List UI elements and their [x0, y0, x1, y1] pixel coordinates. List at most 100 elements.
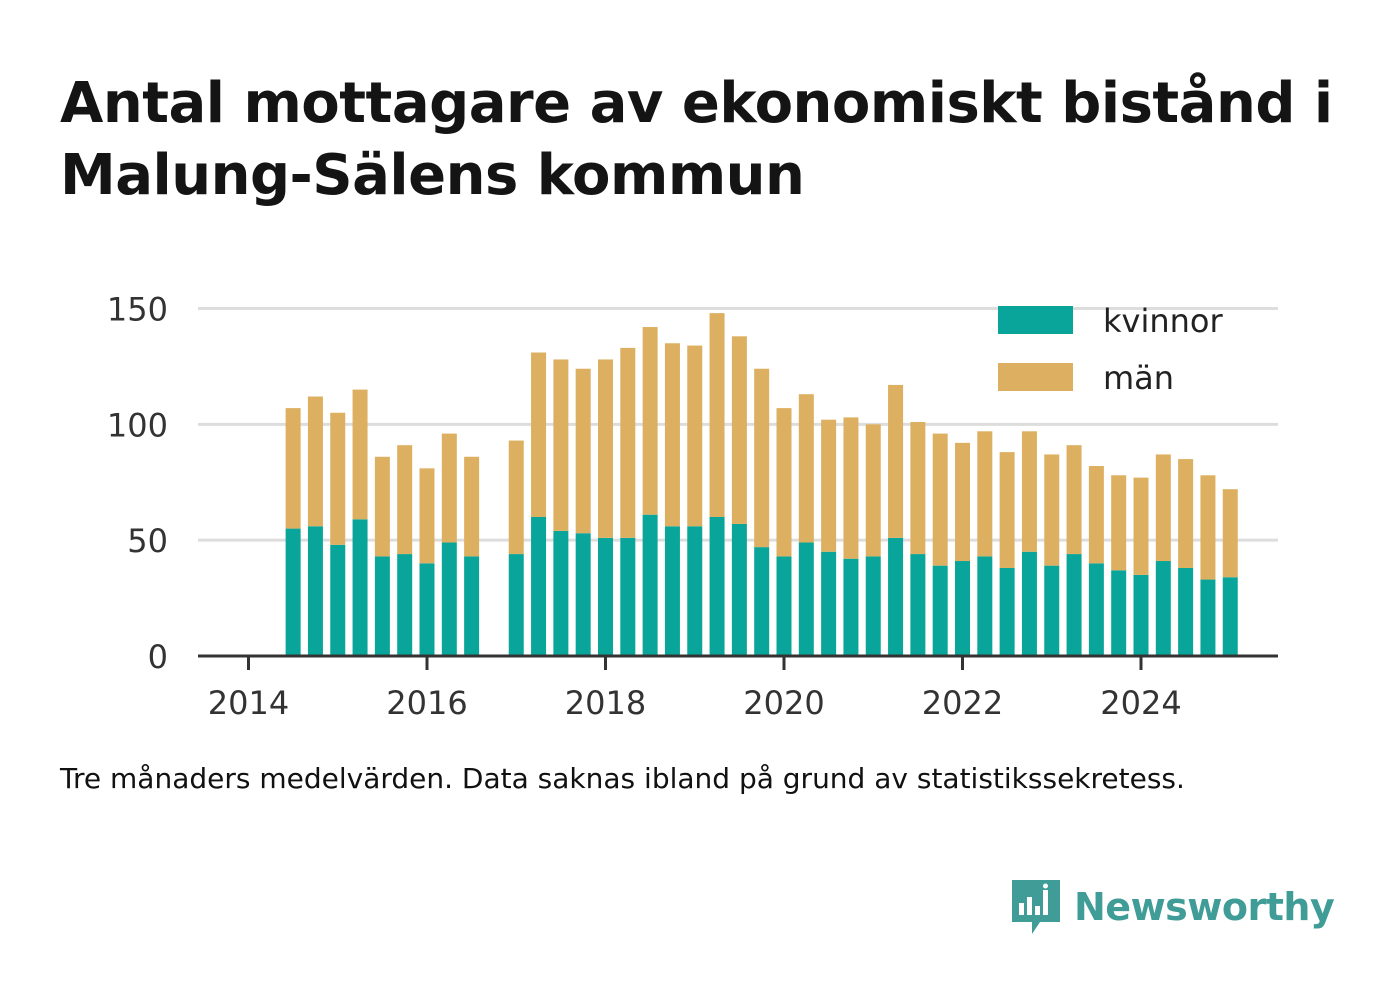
- bar-man: [910, 422, 926, 555]
- bar-kvinnor: [620, 537, 636, 656]
- bar-kvinnor: [464, 556, 480, 656]
- bar-man: [999, 452, 1015, 568]
- y-tick-label: 150: [107, 290, 168, 328]
- bar-kvinnor: [843, 558, 859, 656]
- bar-man: [664, 343, 680, 527]
- bar-kvinnor: [1111, 570, 1127, 656]
- bar-kvinnor: [1200, 579, 1216, 656]
- bar-man: [888, 384, 904, 538]
- bar-man: [1021, 431, 1037, 552]
- bar-kvinnor: [687, 526, 703, 656]
- x-tick-label: 2014: [208, 684, 289, 722]
- bar-man: [352, 389, 368, 520]
- bar-kvinnor: [1155, 561, 1171, 656]
- bar-kvinnor: [709, 516, 725, 656]
- bar-kvinnor: [932, 565, 948, 656]
- bar-kvinnor: [397, 554, 413, 656]
- bar-man: [1088, 466, 1104, 564]
- bar-man: [1044, 454, 1060, 566]
- bar-man: [307, 396, 323, 527]
- bars: [285, 313, 1238, 656]
- bar-man: [798, 394, 814, 543]
- bar-man: [776, 408, 792, 557]
- bar-kvinnor: [419, 563, 435, 656]
- bar-kvinnor: [508, 554, 524, 656]
- bar-kvinnor: [598, 537, 613, 656]
- bar-kvinnor: [955, 561, 970, 656]
- bar-man: [642, 327, 658, 515]
- bar-man: [531, 352, 547, 517]
- bar-kvinnor: [642, 514, 658, 656]
- bar-kvinnor: [754, 547, 770, 656]
- bar-kvinnor: [553, 530, 569, 656]
- bar-kvinnor: [1088, 563, 1104, 656]
- bar-man: [754, 368, 770, 548]
- x-tick-label: 2022: [922, 684, 1003, 722]
- bar-man: [1155, 454, 1171, 562]
- bar-man: [977, 431, 993, 557]
- bar-man: [1133, 477, 1149, 575]
- bar-kvinnor: [1066, 554, 1082, 656]
- bar-kvinnor: [821, 551, 837, 656]
- bar-kvinnor: [352, 519, 368, 656]
- x-tick-label: 2018: [565, 684, 646, 722]
- x-tick-label: 2024: [1100, 684, 1181, 722]
- bar-kvinnor: [285, 528, 301, 656]
- bar-man: [553, 359, 569, 531]
- bar-man: [932, 433, 948, 566]
- y-axis-labels: 0 50 100 150: [107, 290, 168, 676]
- bar-kvinnor: [330, 544, 346, 656]
- x-tick-label: 2020: [743, 684, 824, 722]
- y-tick-label: 50: [127, 522, 168, 560]
- bar-man: [419, 468, 435, 564]
- bar-man: [1178, 459, 1194, 568]
- y-tick-label: 0: [148, 638, 168, 676]
- bar-kvinnor: [1044, 565, 1060, 656]
- brand-name: Newsworthy: [1074, 885, 1335, 929]
- x-axis: 2014 2016 2018 2020 2022 2024: [198, 654, 1278, 722]
- bar-man: [508, 440, 524, 555]
- bar-kvinnor: [307, 526, 323, 656]
- bar-man: [955, 442, 970, 562]
- legend-label-man: män: [1103, 359, 1174, 397]
- legend: kvinnor män: [998, 302, 1224, 397]
- bar-kvinnor: [531, 516, 547, 656]
- bar-man: [575, 368, 591, 534]
- bar-kvinnor: [1178, 567, 1194, 656]
- bar-kvinnor: [910, 554, 926, 656]
- bar-man: [285, 408, 301, 529]
- bar-kvinnor: [441, 542, 457, 656]
- bar-kvinnor: [1222, 577, 1238, 656]
- y-tick-label: 100: [107, 406, 168, 444]
- bar-man: [821, 419, 837, 552]
- bar-kvinnor: [888, 537, 904, 656]
- bar-kvinnor: [1133, 574, 1149, 656]
- footnote: Tre månaders medelvärden. Data saknas ib…: [60, 762, 1185, 795]
- bar-man: [598, 359, 613, 538]
- legend-label-kvinnor: kvinnor: [1103, 302, 1224, 340]
- x-tick-label: 2016: [386, 684, 467, 722]
- bar-man: [1200, 475, 1216, 580]
- legend-swatch-man: [998, 363, 1073, 391]
- bar-kvinnor: [1021, 551, 1037, 656]
- bar-kvinnor: [977, 556, 993, 656]
- bar-man: [330, 412, 346, 545]
- bar-kvinnor: [776, 556, 792, 656]
- bar-man: [397, 445, 413, 555]
- brand-logo: Newsworthy: [1010, 876, 1335, 938]
- bar-man: [1111, 475, 1127, 571]
- bar-man: [620, 347, 636, 538]
- bar-kvinnor: [374, 556, 390, 656]
- bar-kvinnor: [664, 526, 680, 656]
- bar-kvinnor: [865, 556, 881, 656]
- bar-kvinnor: [798, 542, 814, 656]
- bar-man: [1222, 489, 1238, 578]
- legend-swatch-kvinnor: [998, 306, 1073, 334]
- newsworthy-logo-icon: [1012, 880, 1060, 934]
- bar-man: [731, 336, 747, 524]
- bar-man: [709, 313, 725, 517]
- bar-man: [843, 417, 859, 559]
- chart-title: Antal mottagare av ekonomiskt bistånd i …: [60, 71, 1333, 208]
- bar-man: [865, 424, 881, 557]
